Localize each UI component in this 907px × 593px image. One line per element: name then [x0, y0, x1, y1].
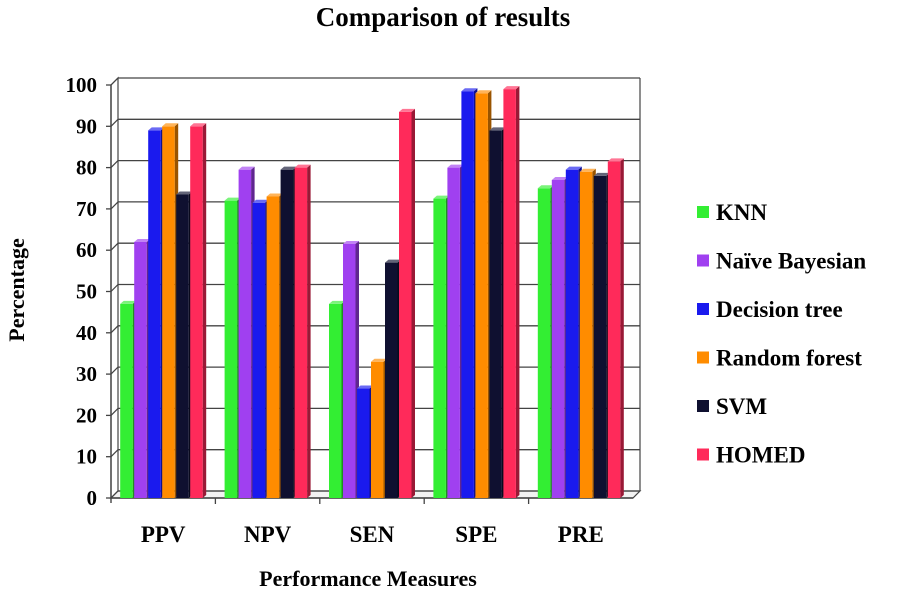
legend-label: Decision tree: [716, 297, 843, 322]
gridline-depth: [110, 366, 119, 375]
y-tick-label: 60: [76, 238, 97, 262]
bar: [385, 259, 401, 498]
legend-item: Decision tree: [697, 297, 843, 322]
chart-title: Comparison of results: [316, 2, 571, 32]
legend-label: KNN: [716, 200, 768, 225]
bar: [371, 358, 387, 498]
gridline-depth: [110, 449, 119, 458]
y-tick-label: 30: [76, 362, 97, 386]
bar: [224, 197, 241, 498]
bar: [489, 127, 506, 499]
x-tick-label: NPV: [244, 522, 292, 547]
y-tick-label: 20: [76, 403, 97, 427]
bars: [120, 86, 624, 499]
gridline-depth: [110, 77, 119, 86]
bar: [148, 127, 165, 499]
x-tick-label: PPV: [141, 522, 186, 547]
legend: KNN Naïve Bayesian Decision tree Random for…: [697, 200, 866, 468]
y-tick-label: 90: [76, 114, 97, 138]
gridline-depth: [110, 407, 119, 416]
bar: [176, 191, 193, 498]
bar: [579, 168, 596, 499]
legend-label: Naïve Bayesian: [716, 249, 866, 274]
bar: [461, 88, 478, 498]
legend-swatch: [697, 206, 709, 218]
legend-label: SVM: [716, 394, 767, 419]
bar: [120, 300, 137, 498]
y-axis-ticks: 0 10 20 30 40 50 60 70 80 90 100: [66, 73, 111, 510]
bar: [134, 238, 151, 498]
legend-item: Naïve Bayesian: [697, 249, 866, 274]
legend-swatch: [697, 254, 709, 267]
bar: [447, 164, 464, 498]
bar: [162, 123, 179, 499]
gridline-depth: [110, 490, 119, 499]
bar: [280, 166, 297, 499]
bar: [607, 158, 624, 498]
gridline-depth: [110, 325, 119, 334]
bar: [357, 385, 373, 498]
bar: [399, 108, 415, 498]
y-tick-label: 10: [76, 445, 97, 469]
gridline-depth: [110, 242, 119, 251]
bar: [238, 166, 255, 499]
legend-swatch: [697, 351, 709, 364]
y-tick-label: 50: [76, 280, 97, 304]
bar: [190, 123, 207, 499]
x-tick-label: PRE: [558, 522, 604, 547]
bar: [266, 193, 283, 498]
gridline-depth: [110, 118, 119, 127]
legend-swatch: [697, 448, 709, 461]
bar: [551, 176, 568, 499]
legend-swatch: [697, 303, 709, 315]
legend-item: Random forest: [697, 346, 862, 371]
x-axis-categories: PPV NPV SEN SPE PRE: [141, 498, 604, 547]
x-tick-label: SEN: [350, 522, 395, 547]
y-tick-label: 0: [87, 486, 98, 510]
y-tick-label: 80: [76, 156, 97, 180]
bar: [475, 90, 492, 498]
bar: [343, 241, 359, 498]
x-axis-label: Performance Measures: [259, 566, 477, 591]
gridline-depth: [110, 201, 119, 210]
x-tick-label: SPE: [455, 522, 497, 547]
legend-item: KNN: [697, 200, 768, 225]
legend-label: Random forest: [716, 346, 862, 371]
legend-swatch: [697, 400, 709, 412]
y-tick-label: 40: [76, 321, 97, 345]
bar: [503, 86, 520, 498]
bar: [252, 199, 269, 498]
bar: [294, 164, 311, 498]
y-tick-label: 100: [66, 73, 98, 97]
legend-label: HOMED: [716, 443, 805, 468]
bar: [565, 166, 582, 499]
bar: [433, 195, 450, 498]
bar: [537, 185, 554, 498]
y-axis-label: Percentage: [4, 238, 29, 342]
bar: [329, 300, 345, 498]
bar: [593, 172, 610, 499]
gridline-depth: [110, 284, 119, 292]
gridline-depth: [110, 160, 119, 169]
y-tick-label: 70: [76, 197, 97, 221]
legend-item: HOMED: [697, 443, 805, 468]
legend-item: SVM: [697, 394, 767, 419]
